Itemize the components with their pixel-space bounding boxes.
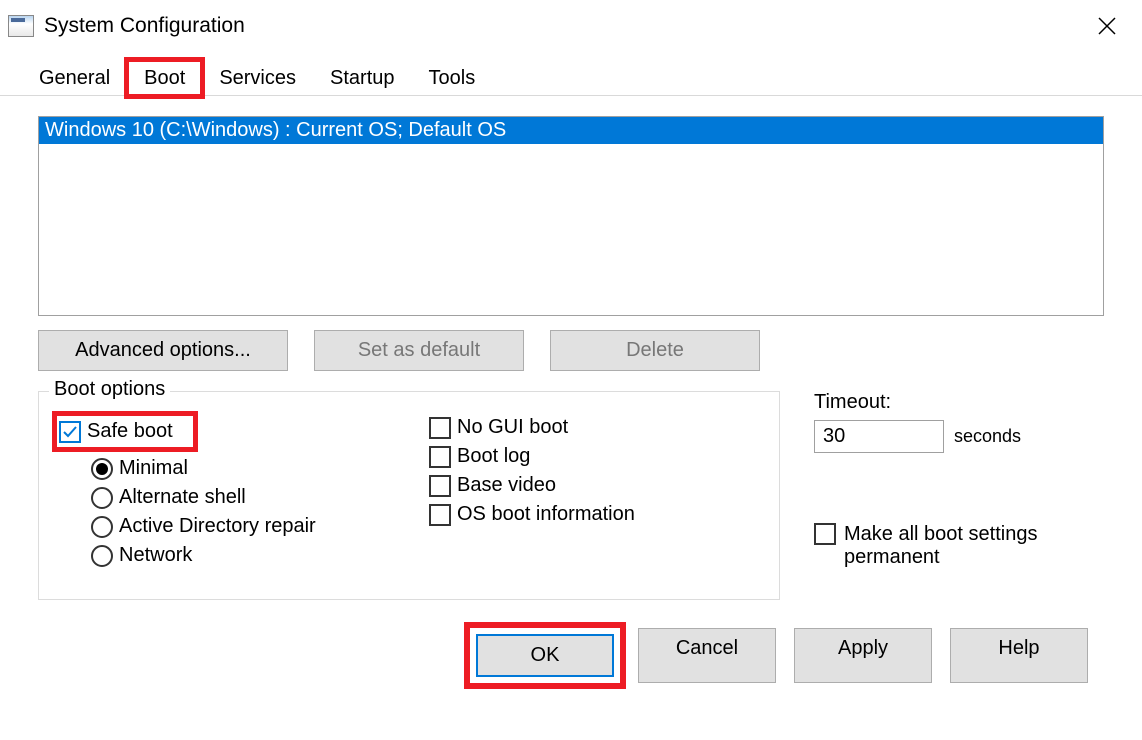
safe-boot-row: Safe boot <box>57 416 389 447</box>
ad-repair-label: Active Directory repair <box>119 515 316 538</box>
alt-shell-label: Alternate shell <box>119 486 246 509</box>
base-video-label: Base video <box>457 474 556 497</box>
os-button-row: Advanced options... Set as default Delet… <box>38 330 1104 371</box>
minimal-radio[interactable] <box>91 458 113 480</box>
check-icon <box>62 424 78 440</box>
tab-boot[interactable]: Boot <box>127 60 202 96</box>
window-title: System Configuration <box>44 14 1080 38</box>
timeout-input[interactable] <box>814 420 944 453</box>
timeout-unit: seconds <box>954 426 1021 447</box>
safe-boot-checkbox[interactable] <box>59 421 81 443</box>
close-icon <box>1098 17 1116 35</box>
advanced-options-button[interactable]: Advanced options... <box>38 330 288 371</box>
tabstrip: General Boot Services Startup Tools <box>0 52 1142 96</box>
network-label: Network <box>119 544 192 567</box>
tab-content: Windows 10 (C:\Windows) : Current OS; De… <box>0 96 1142 699</box>
os-list-item[interactable]: Windows 10 (C:\Windows) : Current OS; De… <box>39 117 1103 144</box>
lower-area: Boot options Safe boot <box>38 391 1104 600</box>
no-gui-row: No GUI boot <box>429 416 761 439</box>
app-icon <box>8 15 34 37</box>
delete-button: Delete <box>550 330 760 371</box>
ad-repair-row: Active Directory repair <box>91 515 389 538</box>
alt-shell-radio[interactable] <box>91 487 113 509</box>
tab-startup[interactable]: Startup <box>313 60 411 96</box>
boot-log-label: Boot log <box>457 445 530 468</box>
tab-general[interactable]: General <box>22 60 127 96</box>
apply-button[interactable]: Apply <box>794 628 932 683</box>
boot-options-right-col: No GUI boot Boot log Base video <box>429 410 761 573</box>
os-listbox[interactable]: Windows 10 (C:\Windows) : Current OS; De… <box>38 116 1104 316</box>
set-default-button: Set as default <box>314 330 524 371</box>
network-row: Network <box>91 544 389 567</box>
minimal-label: Minimal <box>119 457 188 480</box>
os-info-checkbox[interactable] <box>429 504 451 526</box>
minimal-row: Minimal <box>91 457 389 480</box>
ad-repair-radio[interactable] <box>91 516 113 538</box>
no-gui-checkbox[interactable] <box>429 417 451 439</box>
permanent-row: Make all boot settings permanent <box>814 523 1104 569</box>
tab-services[interactable]: Services <box>202 60 313 96</box>
base-video-checkbox[interactable] <box>429 475 451 497</box>
network-radio[interactable] <box>91 545 113 567</box>
os-info-row: OS boot information <box>429 503 761 526</box>
safe-boot-label: Safe boot <box>87 420 173 443</box>
timeout-label: Timeout: <box>814 391 1104 414</box>
tab-tools[interactable]: Tools <box>412 60 493 96</box>
timeout-column: Timeout: seconds Make all boot settings … <box>814 391 1104 600</box>
boot-options-left-col: Safe boot Minimal Alternate shell Active… <box>57 410 389 573</box>
no-gui-label: No GUI boot <box>457 416 568 439</box>
boot-options-legend: Boot options <box>49 378 170 401</box>
titlebar: System Configuration <box>0 0 1142 52</box>
alt-shell-row: Alternate shell <box>91 486 389 509</box>
footer-buttons: OK Cancel Apply Help <box>38 628 1104 683</box>
boot-options-group: Boot options Safe boot <box>38 391 780 600</box>
boot-log-checkbox[interactable] <box>429 446 451 468</box>
help-button[interactable]: Help <box>950 628 1088 683</box>
ok-highlight: OK <box>470 628 620 683</box>
cancel-button[interactable]: Cancel <box>638 628 776 683</box>
permanent-checkbox[interactable] <box>814 523 836 545</box>
ok-button[interactable]: OK <box>476 634 614 677</box>
os-info-label: OS boot information <box>457 503 635 526</box>
boot-log-row: Boot log <box>429 445 761 468</box>
permanent-label: Make all boot settings permanent <box>844 523 1104 569</box>
close-button[interactable] <box>1080 4 1134 48</box>
base-video-row: Base video <box>429 474 761 497</box>
